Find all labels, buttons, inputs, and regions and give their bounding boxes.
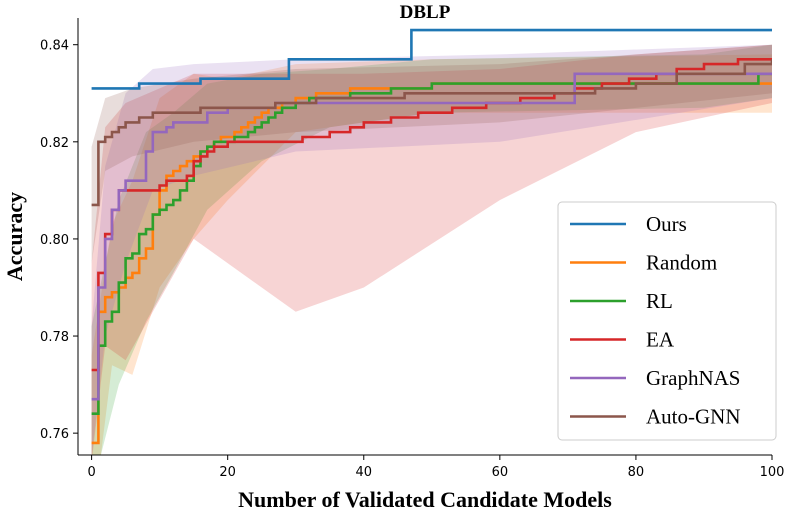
line-auto-gnn xyxy=(91,59,772,207)
legend: Ours Random RL EA GraphNAS Auto-GNN xyxy=(557,201,777,441)
legend-label-rl: RL xyxy=(646,289,673,313)
y-tick-label-4: 0.84 xyxy=(40,39,69,54)
y-tick-label-1: 0.78 xyxy=(40,330,69,345)
y-axis-label: Accuracy xyxy=(2,192,27,281)
line-ours xyxy=(91,28,772,90)
chart-title: DBLP xyxy=(400,2,451,23)
x-tick-label-40: 40 xyxy=(355,465,372,480)
band-graphnas xyxy=(91,44,772,455)
axes: 0 20 40 60 80 100 0.76 0.78 0.80 0.82 0.84 xyxy=(40,18,784,480)
band-random xyxy=(91,54,772,455)
legend-label-graphnas: GraphNAS xyxy=(646,366,741,390)
x-tick-label-60: 60 xyxy=(492,465,509,480)
legend-label-auto-gnn: Auto-GNN xyxy=(646,405,741,429)
band-rl xyxy=(91,44,772,455)
y-tick-label-0: 0.76 xyxy=(40,427,69,442)
x-tick-label-20: 20 xyxy=(219,465,236,480)
x-tick-label-80: 80 xyxy=(628,465,645,480)
x-tick-label-0: 0 xyxy=(87,465,95,480)
x-axis-label: Number of Validated Candidate Models xyxy=(238,487,612,512)
y-tick-label-3: 0.82 xyxy=(40,136,69,151)
y-tick-label-2: 0.80 xyxy=(40,233,69,248)
confidence-bands xyxy=(91,44,772,455)
legend-label-ours: Ours xyxy=(646,212,687,236)
series-lines xyxy=(91,28,772,445)
band-auto-gnn xyxy=(91,44,772,264)
x-tick-label-100: 100 xyxy=(760,465,785,480)
line-ea xyxy=(91,58,772,372)
legend-label-random: Random xyxy=(646,251,717,275)
band-ea xyxy=(91,44,772,455)
legend-label-ea: EA xyxy=(646,328,675,352)
